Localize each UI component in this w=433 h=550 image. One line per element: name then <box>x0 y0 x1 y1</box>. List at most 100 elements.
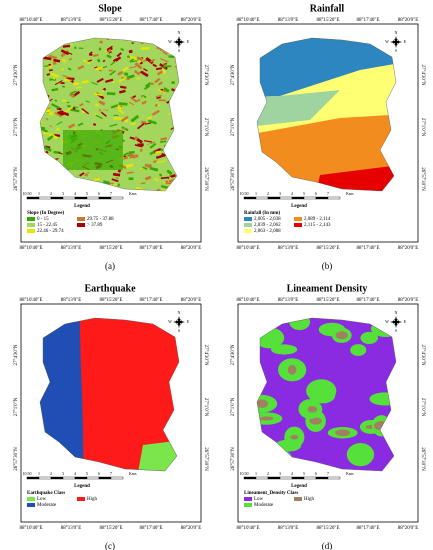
scale-bar <box>327 476 341 480</box>
map-frame <box>237 23 419 243</box>
terrain <box>129 58 135 63</box>
terrain <box>81 79 89 84</box>
terrain <box>53 58 61 63</box>
terrain <box>60 82 65 84</box>
terrain <box>158 99 166 102</box>
scale-label: Kms <box>129 471 137 476</box>
terrain <box>126 171 134 175</box>
terrain <box>147 193 155 195</box>
terrain <box>146 110 156 114</box>
scale-label: 10.50 <box>23 471 32 476</box>
terrain <box>68 38 77 42</box>
legend-heading: Legend <box>74 484 90 489</box>
terrain <box>159 102 168 110</box>
terrain <box>108 69 113 72</box>
lat-label: 26°57'30"N <box>420 447 425 471</box>
terrain <box>43 45 48 48</box>
zone <box>257 90 340 130</box>
terrain <box>94 66 98 69</box>
legend-label: 22.46 - 29.74 <box>37 229 64 234</box>
scale-label: 3 <box>62 191 64 196</box>
scale-label: 1 <box>255 191 257 196</box>
terrain <box>154 77 161 84</box>
terrain <box>129 154 139 159</box>
zone <box>133 440 179 471</box>
scale-label: 5 <box>303 191 305 196</box>
zone <box>335 429 351 437</box>
terrain <box>119 34 125 37</box>
terrain <box>155 94 162 98</box>
terrain <box>160 176 170 180</box>
terrain <box>142 95 147 99</box>
map-frame <box>20 23 202 243</box>
terrain <box>54 80 63 86</box>
map-panel: Slope 88°10'40"E 88°10'40"E 88°13'0"E 88°13'… <box>14 3 208 271</box>
scale-bar <box>74 196 88 200</box>
terrain <box>51 167 57 172</box>
terrain <box>120 47 125 52</box>
scale-label: 4 <box>291 191 293 196</box>
legend-label: High <box>304 497 315 502</box>
terrain <box>98 47 102 51</box>
lon-label: 88°20'0"E <box>181 298 202 303</box>
legend-swatch <box>244 503 252 507</box>
terrain <box>43 173 46 176</box>
terrain <box>89 181 98 189</box>
terrain <box>149 82 154 86</box>
terrain <box>169 99 176 102</box>
terrain <box>171 111 179 115</box>
terrain <box>87 171 90 174</box>
terrain <box>94 112 98 116</box>
legend-swatch <box>244 217 252 221</box>
lon-label: 88°10'40"E <box>20 526 43 531</box>
lat-label: 27°1'0"N <box>420 118 425 137</box>
terrain <box>117 183 120 187</box>
terrain <box>67 36 71 37</box>
terrain <box>176 108 179 112</box>
terrain <box>144 35 150 36</box>
terrain <box>68 77 75 80</box>
terrain <box>40 54 41 56</box>
terrain <box>78 186 82 190</box>
lon-label: 88°13'0"E <box>61 526 82 531</box>
terrain <box>41 172 49 178</box>
terrain <box>55 168 59 172</box>
lat-label: 26°57'30"N <box>231 447 236 471</box>
lon-label: 88°20'0"E <box>181 18 202 23</box>
zone <box>350 344 367 356</box>
terrain <box>129 96 138 103</box>
zone <box>310 160 396 191</box>
terrain <box>130 122 136 125</box>
terrain <box>143 84 151 90</box>
legend-swatch <box>27 497 35 501</box>
scale-bar <box>26 196 40 200</box>
lat-label: 27°4'30"N <box>231 344 236 365</box>
terrain <box>140 113 145 117</box>
zone <box>257 38 396 191</box>
terrain <box>149 142 157 149</box>
terrain <box>115 56 122 62</box>
terrain <box>60 49 70 56</box>
terrain <box>156 70 164 76</box>
terrain <box>126 38 134 41</box>
terrain <box>167 48 172 52</box>
legend-swatch <box>294 217 302 221</box>
scale-bar <box>291 476 305 480</box>
compass-letter: S <box>178 328 180 333</box>
compass-letter: E <box>404 39 407 44</box>
scale-label: 2 <box>267 191 269 196</box>
legend-label: 2,089 - 2,114 <box>304 217 331 222</box>
terrain <box>69 93 75 98</box>
terrain <box>158 81 163 86</box>
terrain <box>71 178 80 183</box>
terrain <box>178 176 179 179</box>
terrain <box>110 104 119 109</box>
terrain <box>116 52 122 58</box>
terrain <box>47 177 56 184</box>
zone <box>346 442 375 467</box>
scale-bar <box>86 196 100 200</box>
scale-bar <box>50 476 64 480</box>
lat-label: 26°57'30"N <box>420 167 425 191</box>
scale-label: 6 <box>315 191 317 196</box>
terrain <box>40 93 47 100</box>
